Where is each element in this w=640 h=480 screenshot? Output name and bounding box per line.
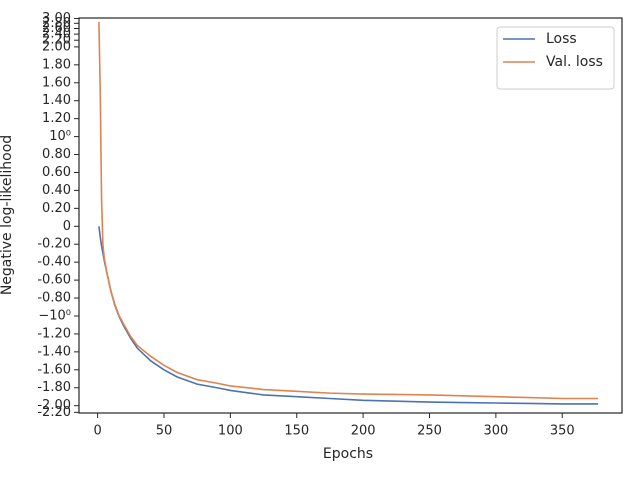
y-tick-label: 0.40 <box>42 183 71 198</box>
x-tick-label: 250 <box>417 424 442 439</box>
x-axis-label: Epochs <box>323 446 373 462</box>
y-tick-label: 2.40 <box>42 27 71 42</box>
y-tick-label: 2.00 <box>42 39 71 54</box>
x-tick-label: 50 <box>156 424 173 439</box>
legend-label: Loss <box>546 31 577 47</box>
y-tick-label: −10⁰ <box>38 308 71 323</box>
y-tick-label: -1.60 <box>37 362 71 377</box>
y-tick-label: -2.20 <box>37 405 71 420</box>
y-tick-label: 0.20 <box>42 201 71 216</box>
series-line <box>98 22 599 400</box>
legend-label: Val. loss <box>546 54 603 70</box>
x-tick-label: 0 <box>93 424 101 439</box>
x-tick-label: 150 <box>284 424 309 439</box>
x-tick-label: 350 <box>550 424 575 439</box>
y-tick-label: 2.60 <box>42 21 71 36</box>
y-tick-label: -1.80 <box>37 380 71 395</box>
y-tick-label: -0.20 <box>37 237 71 252</box>
legend: Loss Val. loss <box>496 26 615 90</box>
y-tick-label: -0.40 <box>37 255 71 270</box>
y-tick-label: 1.60 <box>42 75 71 90</box>
y-tick-label: 0.80 <box>42 147 71 162</box>
y-tick-label: -2.00 <box>37 398 71 413</box>
x-tick-label: 100 <box>218 424 243 439</box>
y-tick-label: -0.80 <box>37 291 71 306</box>
y-tick-label: 0.60 <box>42 165 71 180</box>
y-tick-label: 2.80 <box>42 16 71 31</box>
legend-box <box>496 26 615 90</box>
y-tick-label: 1.40 <box>42 93 71 108</box>
y-tick-label: 0 <box>63 219 71 234</box>
y-tick-label: 2.20 <box>42 33 71 48</box>
y-tick-label: -1.40 <box>37 344 71 359</box>
y-axis-label: Negative log-likelihood <box>0 135 15 295</box>
plot-frame <box>78 17 623 414</box>
y-tick-label: 10⁰ <box>49 129 71 144</box>
y-tick-label: 1.20 <box>42 111 71 126</box>
x-tick-label: 300 <box>483 424 508 439</box>
y-tick-label: 3.00 <box>42 11 71 26</box>
x-tick-label: 200 <box>351 424 376 439</box>
y-tick-label: 1.80 <box>42 57 71 72</box>
y-tick-label: -1.20 <box>37 326 71 341</box>
y-tick-label: -0.60 <box>37 273 71 288</box>
